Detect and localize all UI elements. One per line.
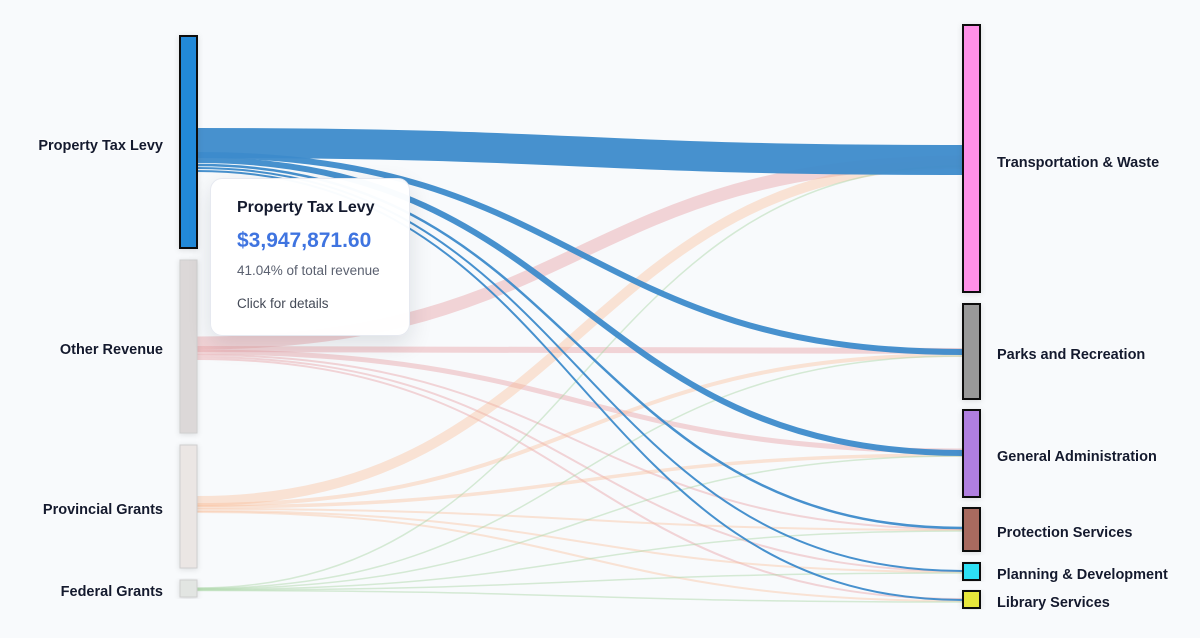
link-federal-grants-to-library-services[interactable] <box>196 589 964 603</box>
source-node-federal-grants[interactable] <box>179 579 198 598</box>
target-node-general-administration[interactable] <box>962 409 981 498</box>
link-federal-grants-to-general-administration[interactable] <box>196 455 964 590</box>
link-property-tax-levy-to-transportation-waste[interactable] <box>196 128 964 175</box>
tooltip-hint[interactable]: Click for details <box>237 296 329 311</box>
link-provincial-grants-to-parks-and-recreation[interactable] <box>196 353 964 507</box>
target-node-planning-development[interactable] <box>962 562 981 581</box>
source-node-property-tax-levy[interactable] <box>179 35 198 249</box>
target-node-parks-and-recreation[interactable] <box>962 303 981 400</box>
link-property-tax-levy-to-general-administration[interactable] <box>196 157 964 456</box>
link-other-revenue-to-planning-development[interactable] <box>196 356 964 572</box>
source-label-provincial-grants[interactable]: Provincial Grants <box>42 502 163 518</box>
target-label-general-administration[interactable]: General Administration <box>997 449 1157 465</box>
source-label-property-tax-levy[interactable]: Property Tax Levy <box>38 138 163 154</box>
link-provincial-grants-to-general-administration[interactable] <box>196 453 964 509</box>
target-label-parks-recreation[interactable]: Parks and Recreation <box>997 347 1146 363</box>
sankey-links <box>196 128 964 603</box>
target-node-protection-services[interactable] <box>962 507 981 552</box>
link-federal-grants-to-planning-development[interactable] <box>196 572 964 591</box>
link-other-revenue-to-general-administration[interactable] <box>196 349 964 454</box>
target-label-planning-development[interactable]: Planning & Development <box>997 567 1168 583</box>
link-federal-grants-to-transportation-waste[interactable] <box>196 165 964 589</box>
tooltip-percent: 41.04% of total revenue <box>237 263 380 278</box>
tooltip-value: $3,947,871.60 <box>237 229 372 252</box>
link-federal-grants-to-protection-services[interactable] <box>196 530 964 591</box>
target-node-library-services[interactable] <box>962 590 981 609</box>
link-property-tax-levy-to-parks-and-recreation[interactable] <box>196 152 964 355</box>
target-label-transportation-waste[interactable]: Transportation & Waste <box>997 155 1160 171</box>
target-label-protection-services[interactable]: Protection Services <box>997 525 1133 541</box>
target-label-library-services[interactable]: Library Services <box>997 595 1110 611</box>
link-other-revenue-to-protection-services[interactable] <box>196 354 964 530</box>
source-label-other-revenue[interactable]: Other Revenue <box>59 342 163 358</box>
link-other-revenue-to-library-services[interactable] <box>196 358 964 600</box>
source-node-provincial-grants[interactable] <box>179 444 198 569</box>
tooltip-title: Property Tax Levy <box>237 199 375 216</box>
link-provincial-grants-to-planning-development[interactable] <box>196 510 964 573</box>
node-tooltip: Property Tax Levy $3,947,871.60 41.04% o… <box>210 178 410 336</box>
link-provincial-grants-to-transportation-waste[interactable] <box>196 159 964 506</box>
link-provincial-grants-to-library-services[interactable] <box>196 511 964 602</box>
target-node-transportation-waste[interactable] <box>962 24 981 293</box>
link-provincial-grants-to-protection-services[interactable] <box>196 508 964 531</box>
source-label-federal-grants[interactable]: Federal Grants <box>60 584 163 600</box>
link-federal-grants-to-parks-and-recreation[interactable] <box>196 355 964 590</box>
sankey-nodes <box>179 24 981 609</box>
link-other-revenue-to-parks-and-recreation[interactable] <box>196 346 964 354</box>
source-node-other-revenue[interactable] <box>179 259 198 434</box>
